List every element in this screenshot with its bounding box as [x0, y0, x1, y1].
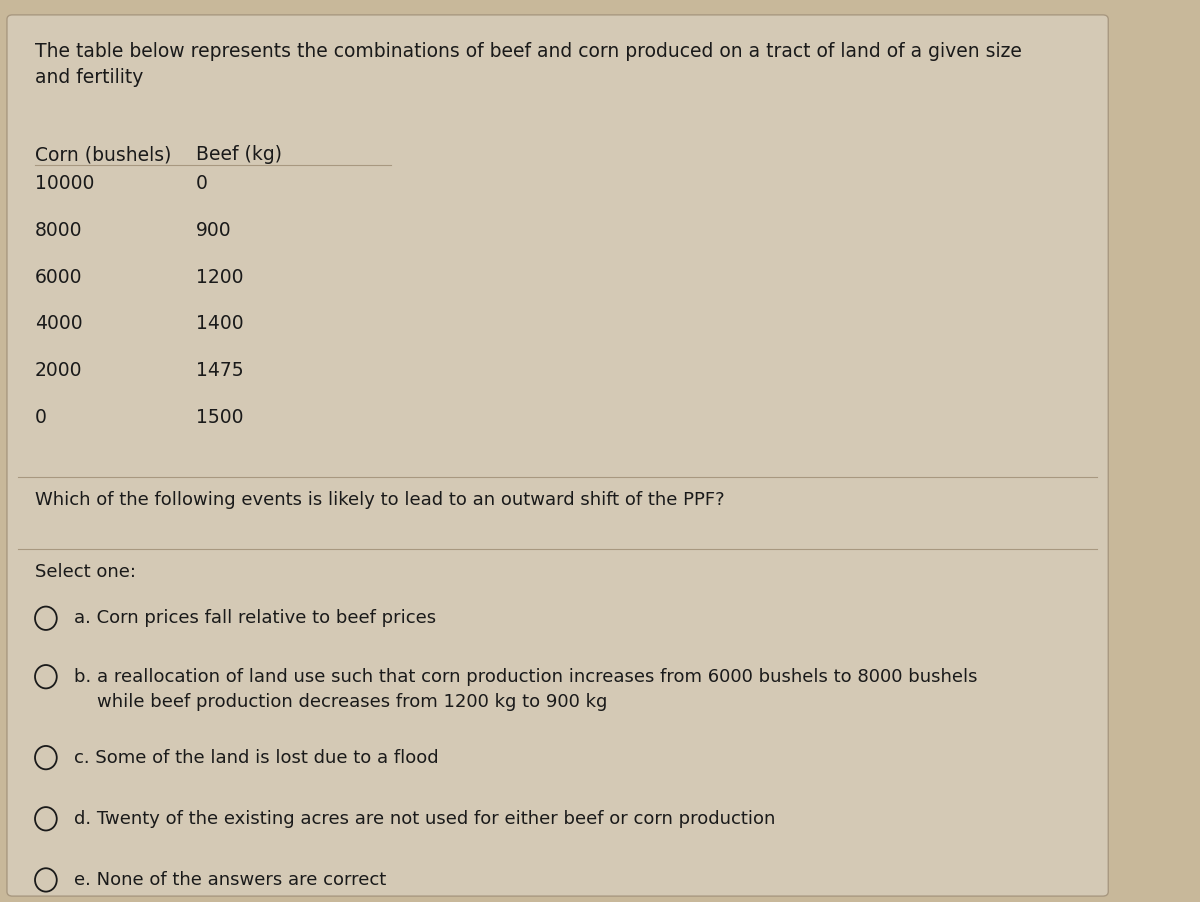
- Text: 6000: 6000: [35, 268, 83, 287]
- Text: Select one:: Select one:: [35, 563, 136, 581]
- Text: 2000: 2000: [35, 361, 83, 380]
- Text: e. None of the answers are correct: e. None of the answers are correct: [73, 871, 386, 889]
- Text: b. a reallocation of land use such that corn production increases from 6000 bush: b. a reallocation of land use such that …: [73, 667, 977, 711]
- Text: 10000: 10000: [35, 174, 94, 193]
- Text: 900: 900: [196, 221, 232, 240]
- FancyBboxPatch shape: [7, 14, 1109, 896]
- Text: 1200: 1200: [196, 268, 244, 287]
- Text: Beef (kg): Beef (kg): [196, 145, 282, 164]
- Text: 8000: 8000: [35, 221, 83, 240]
- Text: Which of the following events is likely to lead to an outward shift of the PPF?: Which of the following events is likely …: [35, 491, 725, 509]
- Text: c. Some of the land is lost due to a flood: c. Some of the land is lost due to a flo…: [73, 749, 438, 767]
- Text: 1400: 1400: [196, 314, 244, 334]
- Text: 1500: 1500: [196, 408, 244, 427]
- Text: 1475: 1475: [196, 361, 244, 380]
- Text: a. Corn prices fall relative to beef prices: a. Corn prices fall relative to beef pri…: [73, 609, 436, 627]
- Text: d. Twenty of the existing acres are not used for either beef or corn production: d. Twenty of the existing acres are not …: [73, 810, 775, 828]
- Text: Corn (bushels): Corn (bushels): [35, 145, 172, 164]
- Text: 4000: 4000: [35, 314, 83, 334]
- Text: The table below represents the combinations of beef and corn produced on a tract: The table below represents the combinati…: [35, 41, 1021, 87]
- Text: 0: 0: [35, 408, 47, 427]
- Text: 0: 0: [196, 174, 208, 193]
